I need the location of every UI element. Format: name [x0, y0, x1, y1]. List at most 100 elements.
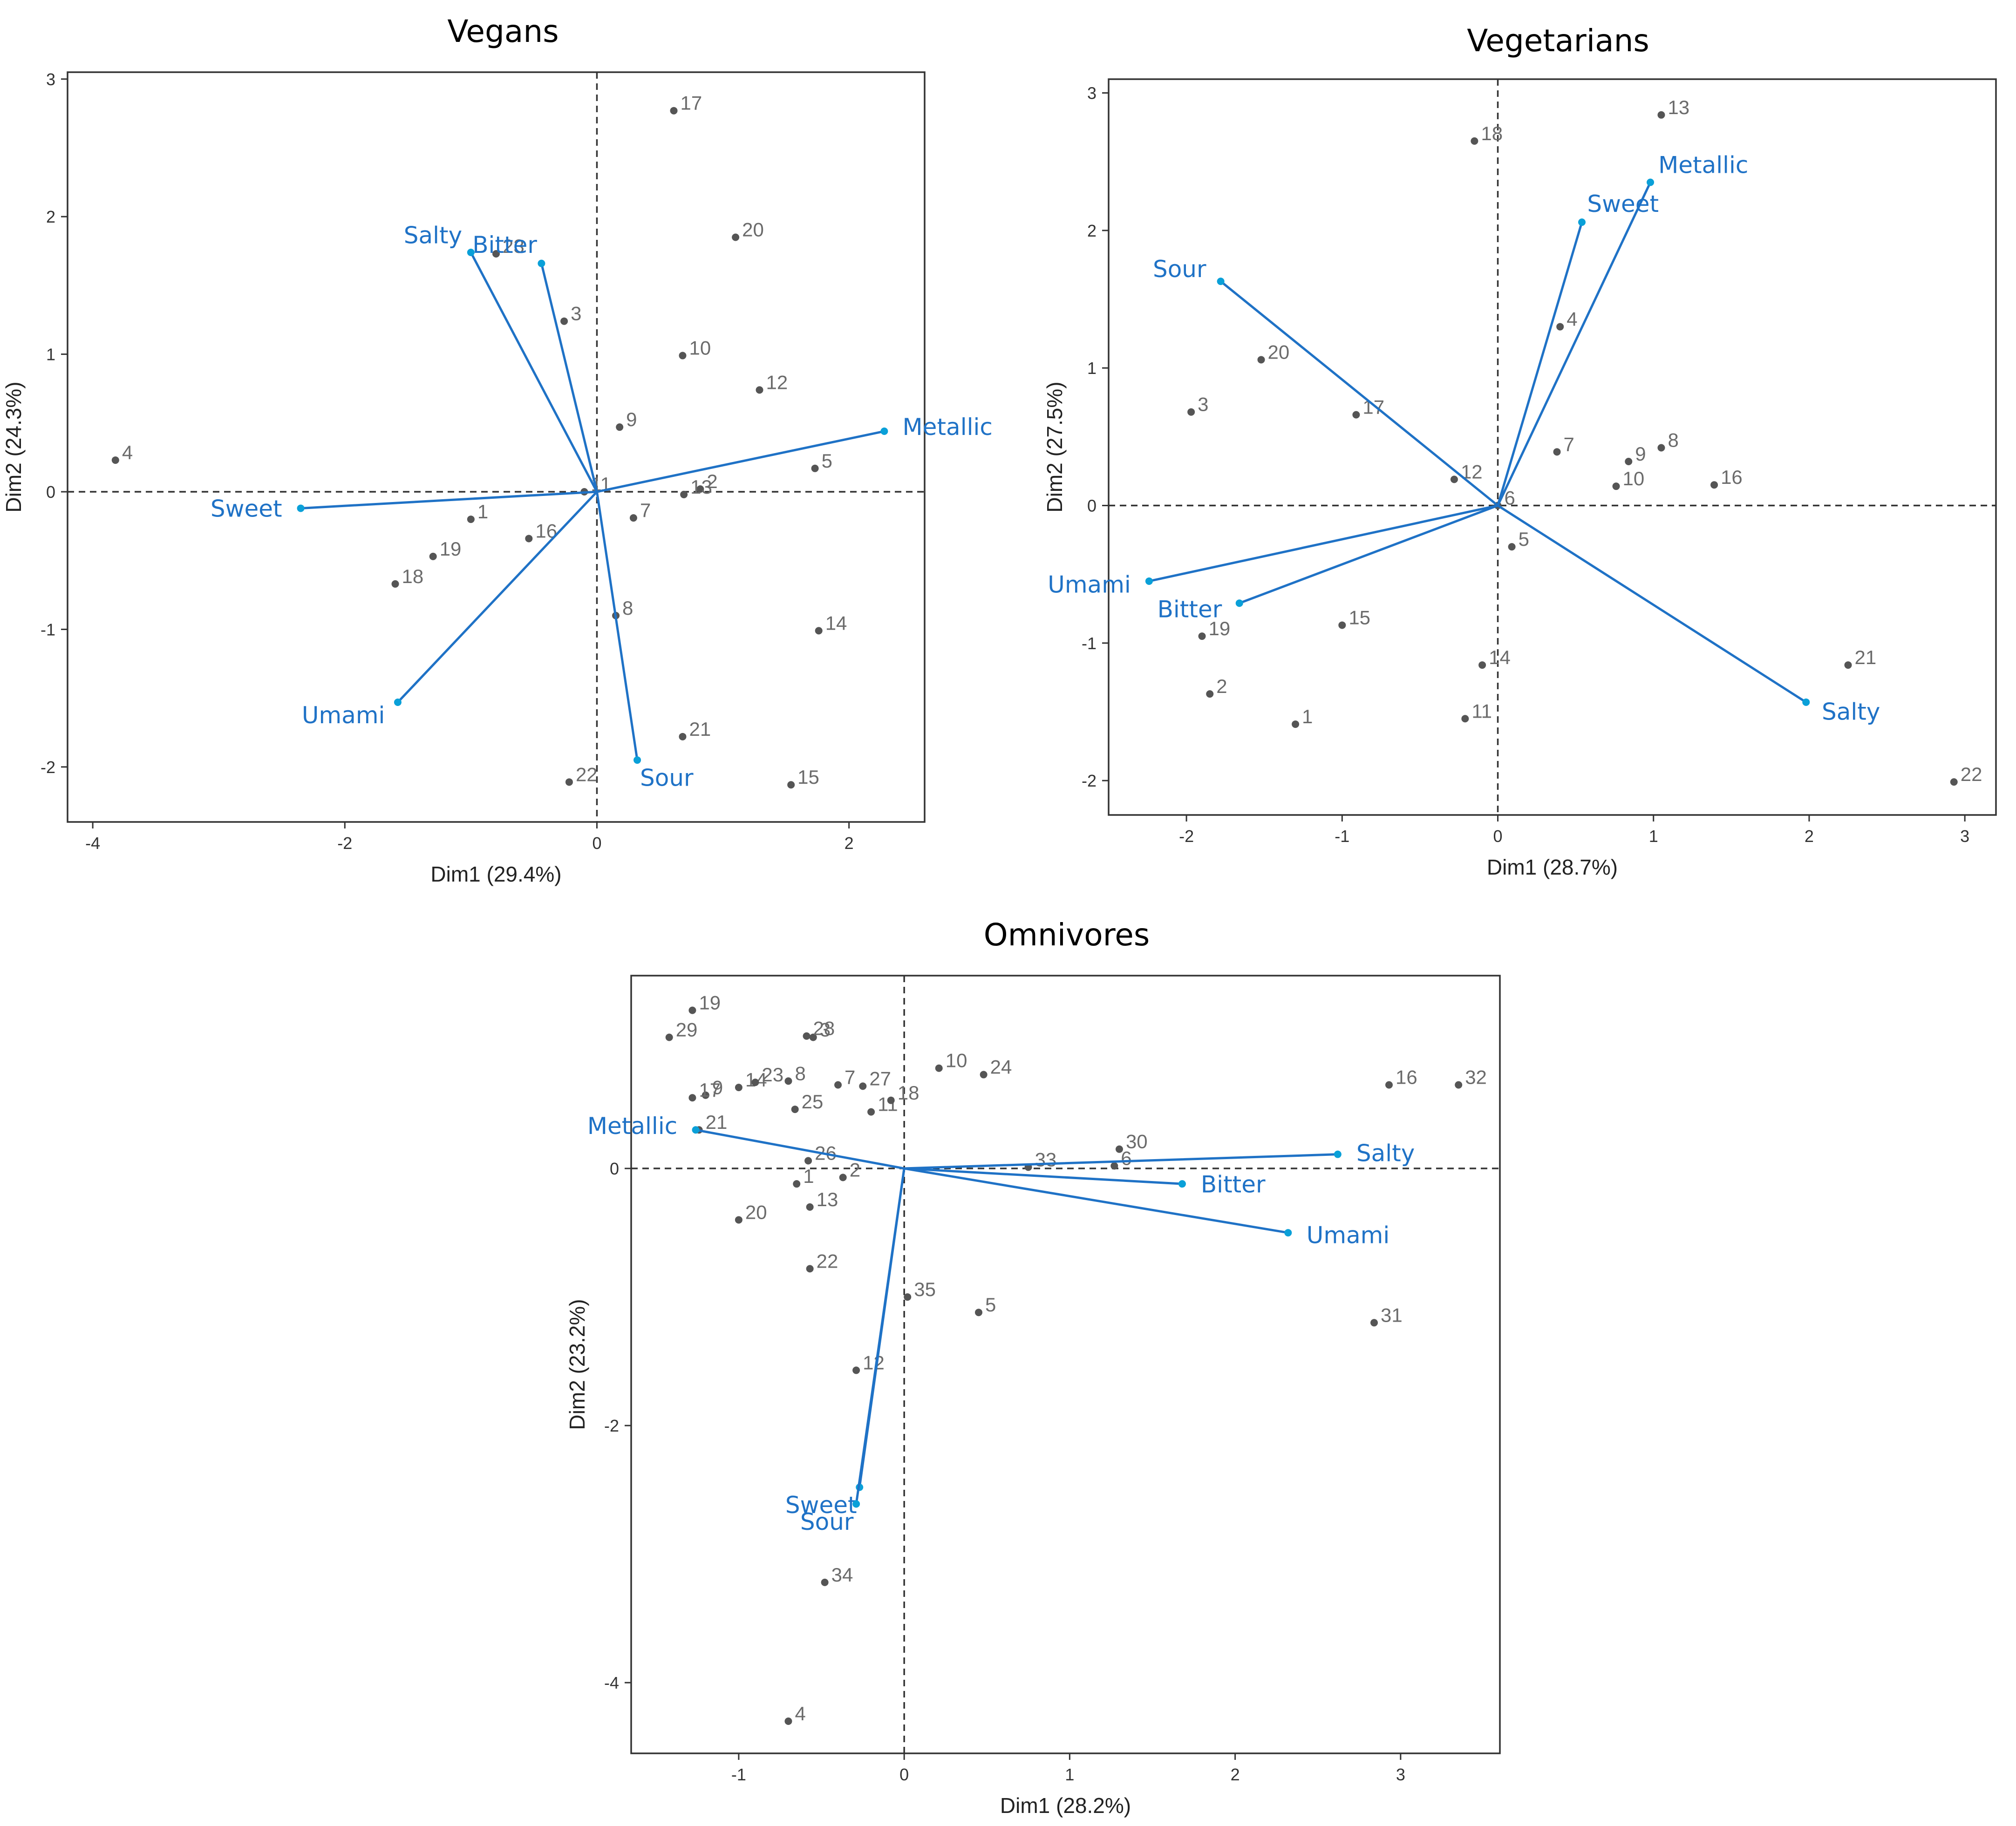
point-label: 20	[745, 1201, 767, 1223]
point-label: 12	[766, 371, 788, 393]
point-label: 2	[707, 470, 717, 492]
data-point	[1115, 1145, 1123, 1153]
data-point	[1385, 1081, 1393, 1089]
point-label: 14	[825, 612, 847, 634]
data-point	[1187, 408, 1195, 416]
variable-vector-tip	[633, 756, 641, 764]
x-tick-label: -4	[85, 834, 100, 853]
data-point	[492, 250, 500, 258]
variable-vector-tip	[1235, 599, 1243, 607]
data-point	[1612, 482, 1620, 490]
point-label: 1	[1302, 706, 1313, 727]
data-point	[1508, 543, 1516, 551]
y-tick-label: 3	[1087, 84, 1097, 103]
data-point	[680, 490, 688, 498]
data-point	[1455, 1081, 1463, 1089]
y-tick-label: -1	[1082, 634, 1097, 653]
data-point	[688, 1006, 696, 1014]
data-point	[1478, 661, 1486, 669]
x-axis-title: Dim1 (28.2%)	[1000, 1793, 1131, 1818]
variable-vector	[903, 1167, 1184, 1185]
point-label: 29	[676, 1018, 698, 1040]
x-axis-title: Dim1 (28.7%)	[1487, 855, 1618, 879]
data-point	[1198, 632, 1206, 640]
variable-label: Sour	[800, 1508, 854, 1535]
y-tick-label: 2	[46, 207, 55, 226]
data-point	[1257, 356, 1265, 364]
point-label: 19	[440, 538, 462, 560]
variable-vector-tip	[1334, 1150, 1342, 1158]
variable-label: Sweet	[211, 496, 282, 523]
point-label: 12	[863, 1351, 885, 1373]
point-label: 7	[1564, 433, 1574, 455]
point-label: 10	[689, 337, 711, 359]
point-label: 4	[795, 1703, 805, 1724]
data-point	[803, 1032, 810, 1040]
point-label: 9	[626, 408, 637, 430]
point-label: 17	[699, 1079, 721, 1101]
point-label: 9	[712, 1077, 723, 1099]
point-label: 31	[1381, 1304, 1403, 1326]
data-point	[525, 535, 533, 543]
point-label: 6	[1121, 1147, 1131, 1169]
point-label: 13	[817, 1188, 838, 1210]
point-label: 8	[1668, 429, 1678, 451]
point-label: 25	[802, 1091, 824, 1113]
x-tick-label: 2	[845, 834, 854, 853]
data-point	[565, 778, 573, 786]
variable-vector	[903, 1167, 1289, 1234]
data-point	[629, 514, 637, 522]
y-axis-title: Dim2 (23.2%)	[565, 1299, 589, 1430]
data-point	[1710, 481, 1718, 489]
variable-label: Umami	[302, 702, 385, 729]
x-tick-label: 0	[899, 1765, 909, 1784]
y-tick-label: 3	[46, 70, 55, 89]
data-point	[811, 464, 819, 472]
y-tick-label: -2	[604, 1416, 619, 1435]
x-tick-label: 0	[1493, 827, 1503, 846]
point-label: 11	[878, 1093, 898, 1115]
plot-frame	[630, 975, 1501, 1754]
data-point	[1657, 111, 1665, 119]
point-label: 3	[820, 1018, 831, 1040]
data-point	[702, 1091, 709, 1099]
y-tick-label: 0	[1087, 496, 1097, 516]
variable-vector-tip	[538, 259, 545, 267]
variable-vector-tip	[297, 504, 305, 512]
variable-vector-tip	[394, 698, 402, 706]
variable-label: Metallic	[903, 414, 993, 441]
variable-vector-tip	[692, 1126, 700, 1134]
data-point	[784, 1717, 792, 1725]
x-tick-label: 3	[1960, 827, 1969, 846]
x-tick-label: 2	[1805, 827, 1814, 846]
y-tick-label: 1	[1087, 359, 1097, 378]
panel-title: Vegans	[447, 14, 558, 49]
point-label: 22	[817, 1250, 838, 1272]
data-point	[904, 1293, 912, 1301]
point-label: 20	[742, 218, 764, 240]
point-label: 15	[1349, 606, 1370, 628]
x-tick-label: 1	[1649, 827, 1658, 846]
data-point	[560, 317, 568, 325]
variable-vector-tip	[852, 1500, 860, 1508]
data-point	[1338, 621, 1346, 629]
data-point	[975, 1309, 982, 1317]
point-label: 16	[1721, 466, 1743, 488]
data-point	[809, 1033, 817, 1041]
data-point	[1556, 323, 1564, 331]
point-label: 21	[689, 718, 711, 740]
data-point	[665, 1033, 673, 1041]
variable-vector-tip	[1802, 698, 1810, 706]
data-point	[1461, 715, 1469, 723]
data-point	[1471, 137, 1478, 145]
point-label: 4	[1566, 308, 1577, 330]
variable-vector	[1219, 280, 1499, 507]
data-point	[806, 1203, 814, 1211]
variable-vector	[470, 251, 598, 493]
variable-vector	[1497, 221, 1583, 507]
point-label: 18	[898, 1082, 919, 1104]
point-label: 24	[990, 1056, 1012, 1078]
x-tick-label: 3	[1396, 1765, 1405, 1784]
x-axis-title: Dim1 (29.4%)	[430, 862, 561, 886]
point-label: 28	[813, 1018, 835, 1039]
